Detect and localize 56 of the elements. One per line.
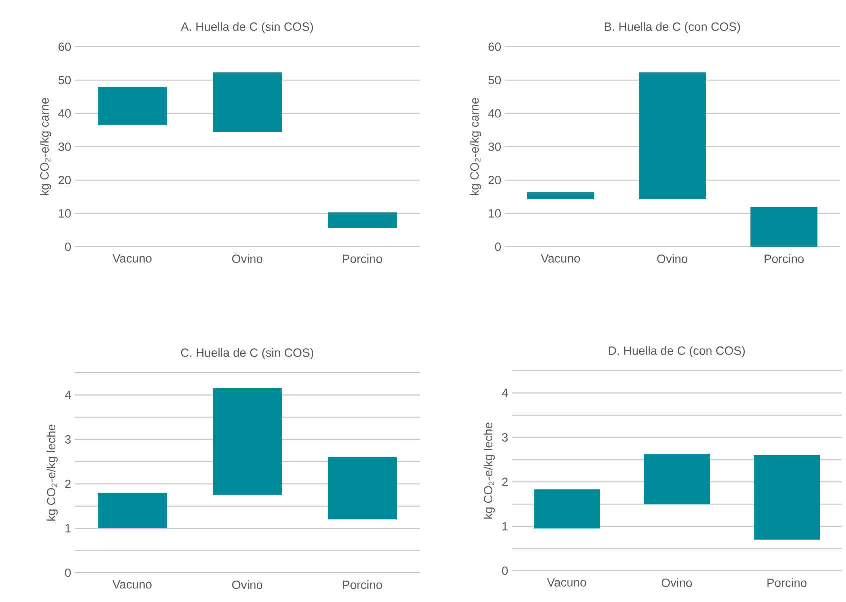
chart-title: B. Huella de C (con COS) bbox=[605, 22, 740, 34]
bar bbox=[534, 490, 600, 529]
y-tick-label: 2 bbox=[65, 480, 71, 488]
bar bbox=[213, 72, 282, 132]
y-axis-title: kg CO$_{2}$-e/kg carne bbox=[40, 98, 52, 196]
y-tick-label: 60 bbox=[58, 42, 72, 52]
bar bbox=[98, 492, 168, 529]
y-tick-label: 4 bbox=[502, 389, 508, 398]
y-tick-label: 1 bbox=[66, 524, 71, 533]
y-axis-title: kg CO$_{2}$-e/kg leche bbox=[46, 424, 58, 521]
y-tick-label: 0 bbox=[502, 566, 508, 576]
y-tick-label: 20 bbox=[58, 176, 72, 185]
y-tick-label: 20 bbox=[488, 176, 502, 185]
x-tick-label: Ovino bbox=[662, 578, 692, 588]
bar bbox=[328, 212, 398, 228]
y-tick-label: 3 bbox=[502, 433, 508, 442]
y-axis-title: kg CO$_{2}$-e/kg leche bbox=[484, 422, 496, 519]
y-tick-label: 0 bbox=[65, 568, 72, 578]
y-tick-label: 10 bbox=[489, 209, 502, 218]
y-tick-label: 60 bbox=[488, 42, 502, 52]
chart-title: C. Huella de C (sin COS) bbox=[181, 348, 314, 360]
y-tick-label: 50 bbox=[488, 76, 502, 85]
y-tick-label: 4 bbox=[65, 391, 72, 400]
y-tick-label: 40 bbox=[488, 109, 502, 118]
y-tick-label: 30 bbox=[58, 142, 72, 152]
x-tick-label: Ovino bbox=[657, 254, 688, 264]
x-tick-label: Vacuno bbox=[112, 254, 152, 263]
x-tick-label: Ovino bbox=[232, 254, 263, 264]
x-tick-label: Porcino bbox=[764, 254, 804, 264]
bar bbox=[328, 457, 398, 520]
x-tick-label: Vacuno bbox=[112, 580, 152, 589]
bar bbox=[639, 72, 706, 200]
y-tick-label: 1 bbox=[502, 522, 508, 531]
bar bbox=[754, 455, 820, 540]
bar bbox=[527, 192, 594, 200]
x-tick-label: Vacuno bbox=[547, 578, 586, 587]
y-tick-label: 3 bbox=[65, 435, 71, 444]
y-tick-label: 40 bbox=[58, 109, 72, 118]
bar bbox=[750, 207, 818, 247]
x-tick-label: Porcino bbox=[343, 580, 382, 590]
bar bbox=[98, 86, 168, 126]
y-tick-label: 2 bbox=[502, 478, 508, 486]
chart-title: D. Huella de C (con COS) bbox=[609, 346, 746, 358]
y-tick-label: 10 bbox=[59, 209, 72, 218]
x-tick-label: Porcino bbox=[768, 578, 807, 588]
bar bbox=[213, 388, 282, 496]
x-tick-label: Ovino bbox=[232, 580, 263, 590]
x-tick-label: Vacuno bbox=[541, 254, 580, 263]
bar bbox=[644, 454, 710, 504]
y-tick-label: 0 bbox=[65, 242, 72, 252]
y-axis-title: kg CO$_{2}$-e/kg carne bbox=[470, 98, 482, 196]
y-tick-label: 0 bbox=[495, 242, 502, 252]
chart-title: A. Huella de C (sin COS) bbox=[181, 22, 314, 34]
x-tick-label: Porcino bbox=[343, 254, 382, 264]
y-tick-label: 30 bbox=[488, 142, 502, 152]
y-tick-label: 50 bbox=[58, 76, 72, 85]
